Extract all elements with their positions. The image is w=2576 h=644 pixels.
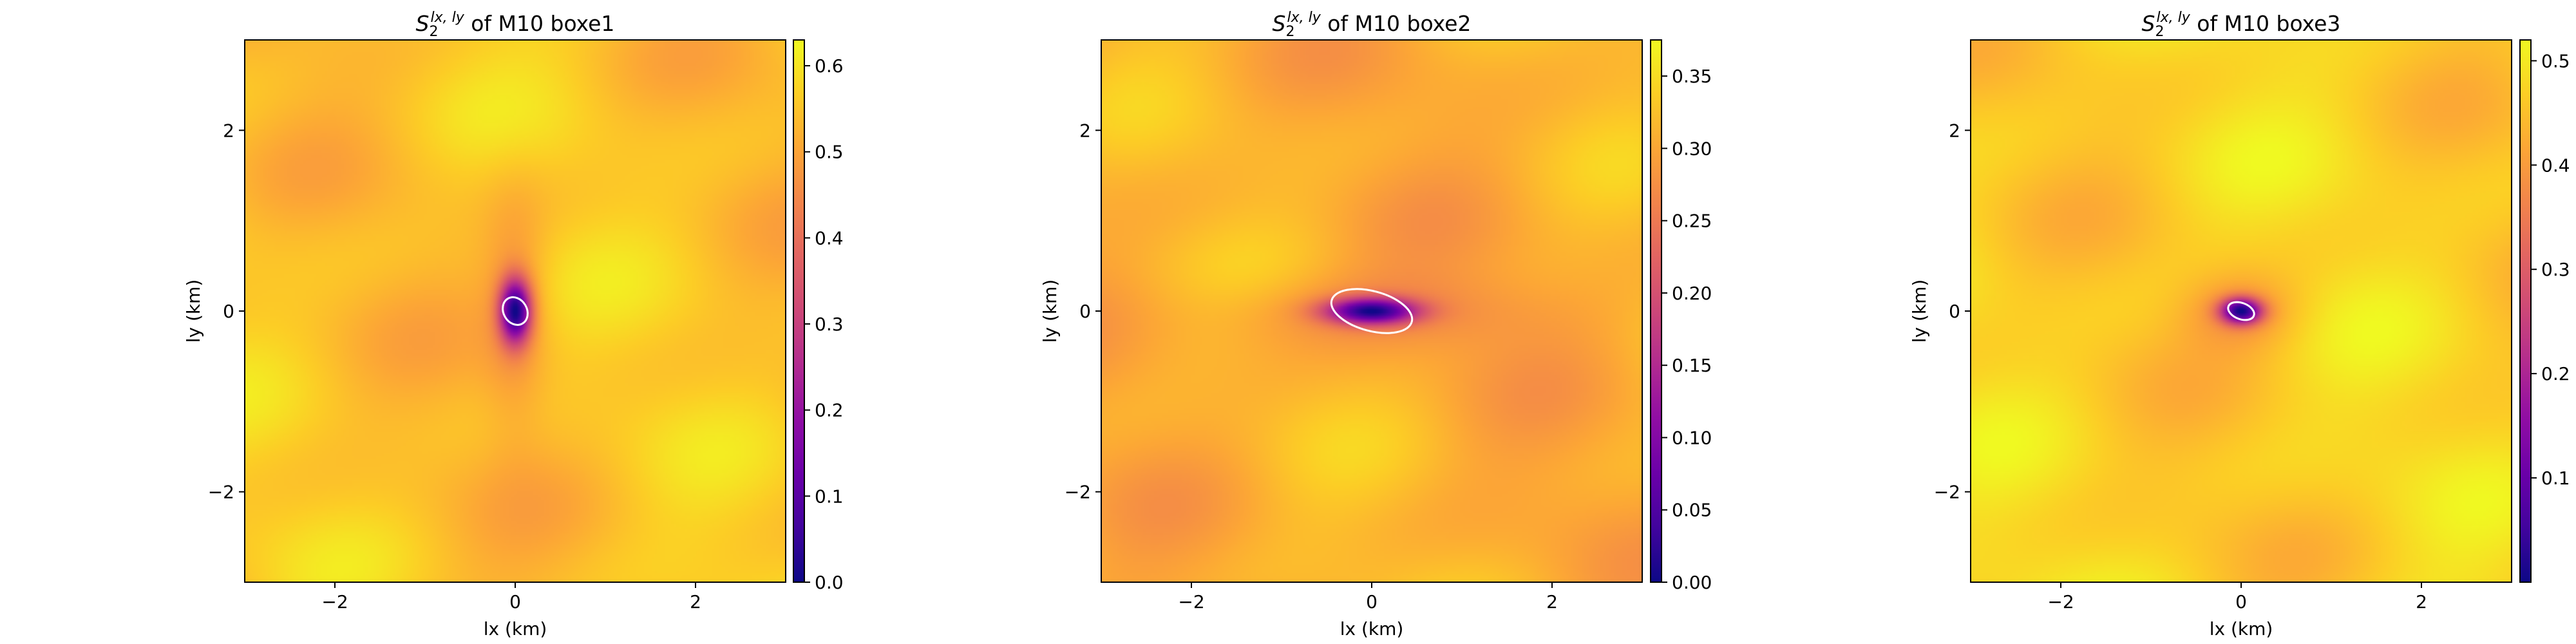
chart-panel-3: −2 0 2 −2 0 2 lx (km) ly (km) S2lx, ly of M10 bo… <box>1909 10 2570 639</box>
x-axis-label: lx (km) <box>2210 618 2273 639</box>
x-tick-label: 0 <box>509 591 521 612</box>
ellipse-contour <box>502 296 529 326</box>
colorbar-tick-label: 0.6 <box>815 55 844 77</box>
colorbar-tick-label: 0.3 <box>815 314 844 335</box>
colorbar-tick-label: 0.0 <box>815 572 844 593</box>
colorbar-tick-label: 0.2 <box>2541 363 2570 384</box>
x-tick-label: −2 <box>1178 591 1204 612</box>
chart-title: S2lx, ly of M10 boxe1 <box>416 10 615 40</box>
colorbar-tick-label: 0.2 <box>815 400 844 421</box>
chart-title: S2lx, ly of M10 boxe2 <box>1273 10 1472 40</box>
y-tick-label: 0 <box>1949 301 1960 322</box>
colorbar-tick-label: 0.30 <box>1672 138 1712 159</box>
y-tick-label: −2 <box>1934 482 1960 503</box>
y-tick-label: −2 <box>208 482 234 503</box>
colorbar <box>2519 39 2532 583</box>
heatmap-image <box>1101 40 1642 582</box>
colorbar-tick-label: 0.05 <box>1672 500 1712 521</box>
colorbar-tick-label: 0.20 <box>1672 283 1712 304</box>
ellipse-contour <box>1330 288 1414 334</box>
colorbar-tick-label: 0.1 <box>815 486 844 507</box>
colorbar-tick-label: 0.5 <box>815 142 844 163</box>
y-axis-label: ly (km) <box>1909 279 1930 343</box>
x-tick-label: 0 <box>1366 591 1378 612</box>
ellipse-contour <box>2227 301 2255 321</box>
colorbar-tick-label: 0.10 <box>1672 427 1712 448</box>
x-tick-label: 2 <box>690 591 701 612</box>
colorbar-tick-label: 0.4 <box>815 227 844 249</box>
colorbar-tick-label: 0.5 <box>2541 50 2570 71</box>
x-tick-label: 2 <box>2416 591 2427 612</box>
colorbar-tick-label: 0.00 <box>1672 572 1712 593</box>
y-tick-label: −2 <box>1065 482 1091 503</box>
x-tick-label: 0 <box>2235 591 2247 612</box>
colorbar-tick-label: 0.3 <box>2541 259 2570 280</box>
x-tick-label: −2 <box>321 591 348 612</box>
y-tick-label: 2 <box>223 120 234 141</box>
y-tick-label: 0 <box>223 301 234 322</box>
x-tick-label: 2 <box>1546 591 1558 612</box>
x-axis-label: lx (km) <box>484 618 547 639</box>
colorbar-tick-label: 0.35 <box>1672 66 1712 87</box>
x-tick-label: −2 <box>2047 591 2074 612</box>
colorbar-tick-label: 0.4 <box>2541 155 2570 176</box>
chart-title: S2lx, ly of M10 boxe3 <box>2142 10 2341 40</box>
y-axis-label: ly (km) <box>1039 279 1061 343</box>
colorbar-tick-label: 0.25 <box>1672 211 1712 232</box>
chart-panel-2: −2 0 2 −2 0 2 lx (km) ly (km) S2lx, ly of M10 bo… <box>1039 10 1712 639</box>
heatmap-image <box>245 40 786 582</box>
chart-panel-1: −2 0 2 −2 0 2 lx (km) ly (km) S2lx, ly of M10 bo… <box>183 10 844 639</box>
heatmap-image <box>1971 40 2512 582</box>
y-tick-label: 2 <box>1079 120 1091 141</box>
colorbar-tick-label: 0.15 <box>1672 355 1712 376</box>
y-tick-label: 0 <box>1079 301 1091 322</box>
colorbar <box>793 39 805 583</box>
y-tick-label: 2 <box>1949 120 1960 141</box>
x-axis-label: lx (km) <box>1340 618 1404 639</box>
colorbar <box>1650 39 1662 583</box>
y-axis-label: ly (km) <box>183 279 204 343</box>
colorbar-tick-label: 0.1 <box>2541 468 2570 489</box>
